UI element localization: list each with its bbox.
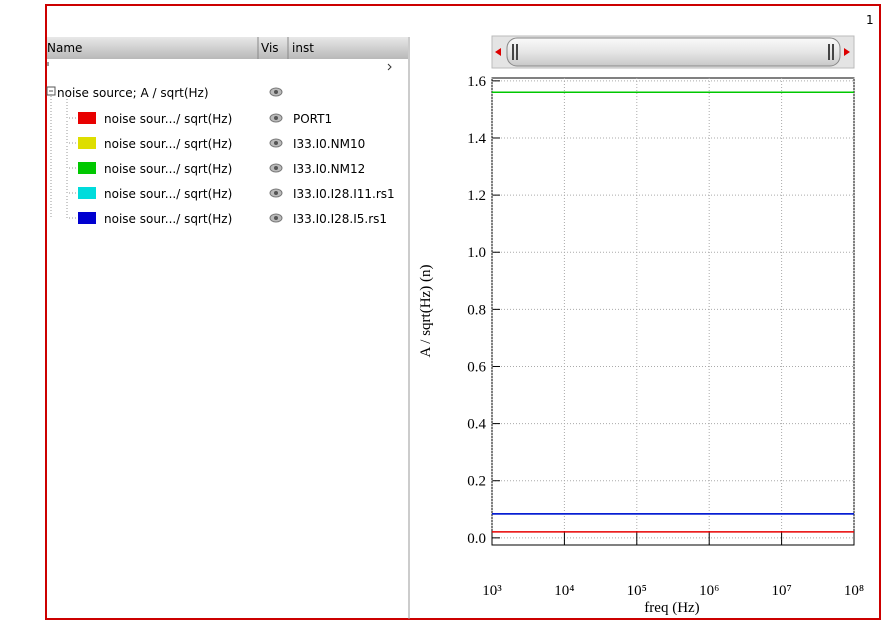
y-tick-label: 0.6 xyxy=(467,359,486,375)
x-tick-label: 10⁷ xyxy=(771,583,791,599)
y-axis-label: A / sqrt(Hz) (n) xyxy=(418,265,434,358)
tree-line xyxy=(66,146,76,169)
y-tick-label: 0.8 xyxy=(467,302,486,318)
legend-swatch[interactable] xyxy=(78,137,96,149)
instance-label[interactable]: I33.I0.NM12 xyxy=(293,162,365,176)
x-tick-label: 10⁸ xyxy=(844,583,864,599)
legend-swatch[interactable] xyxy=(78,162,96,174)
y-tick-label: 0.0 xyxy=(467,531,486,547)
x-tick-label: 10³ xyxy=(482,583,502,599)
tree-line xyxy=(66,196,76,219)
tree-line xyxy=(66,121,76,144)
instance-label[interactable]: I33.I0.NM10 xyxy=(293,137,365,151)
instance-label[interactable]: I33.I0.I28.I5.rs1 xyxy=(293,212,387,226)
legend-swatch[interactable] xyxy=(78,212,96,224)
legend-swatch[interactable] xyxy=(78,112,96,124)
legend-label[interactable]: noise sour.../ sqrt(Hz) xyxy=(104,162,232,176)
scroll-hint xyxy=(47,62,392,71)
column-header[interactable]: Vis xyxy=(261,41,279,55)
y-tick-label: 0.2 xyxy=(467,474,486,490)
y-tick-label: 1.0 xyxy=(467,245,486,261)
visibility[interactable] xyxy=(269,87,283,97)
visibility-pupil xyxy=(274,191,278,195)
x-tick-label: 10⁶ xyxy=(699,583,719,599)
instance-label[interactable]: I33.I0.I28.I11.rs1 xyxy=(293,187,395,201)
y-tick-label: 1.2 xyxy=(467,188,486,204)
legend-swatch[interactable] xyxy=(78,187,96,199)
tree-line xyxy=(66,96,76,119)
visibility-pupil xyxy=(274,166,278,170)
panel-border xyxy=(45,4,881,620)
y-tick-label: 1.4 xyxy=(467,131,486,147)
legend-label[interactable]: noise sour.../ sqrt(Hz) xyxy=(104,137,232,151)
column-header[interactable]: Name xyxy=(47,41,82,55)
column-header[interactable]: inst xyxy=(292,41,314,55)
legend-label[interactable]: noise sour.../ sqrt(Hz) xyxy=(104,112,232,126)
visibility-pupil xyxy=(274,141,278,145)
legend-label[interactable]: noise sour.../ sqrt(Hz) xyxy=(104,212,232,226)
x-tick-label: 10⁵ xyxy=(627,583,647,599)
panel-label: 1 xyxy=(866,13,874,27)
x-axis-label: freq (Hz) xyxy=(644,600,699,616)
instance-label[interactable]: PORT1 xyxy=(293,112,332,126)
x-tick-label: 10⁴ xyxy=(554,583,574,599)
plot-frame xyxy=(491,77,855,546)
tree-header xyxy=(47,37,408,59)
legend-label[interactable]: noise sour.../ sqrt(Hz) xyxy=(104,187,232,201)
zoom-scrollbar[interactable] xyxy=(491,35,855,69)
visibility-pupil xyxy=(274,116,278,120)
y-tick-label: 1.6 xyxy=(467,74,486,90)
tree-line xyxy=(66,171,76,194)
group-label[interactable]: noise source; A / sqrt(Hz) xyxy=(57,86,209,100)
y-tick-label: 0.4 xyxy=(467,417,486,433)
visibility-pupil xyxy=(274,216,278,220)
